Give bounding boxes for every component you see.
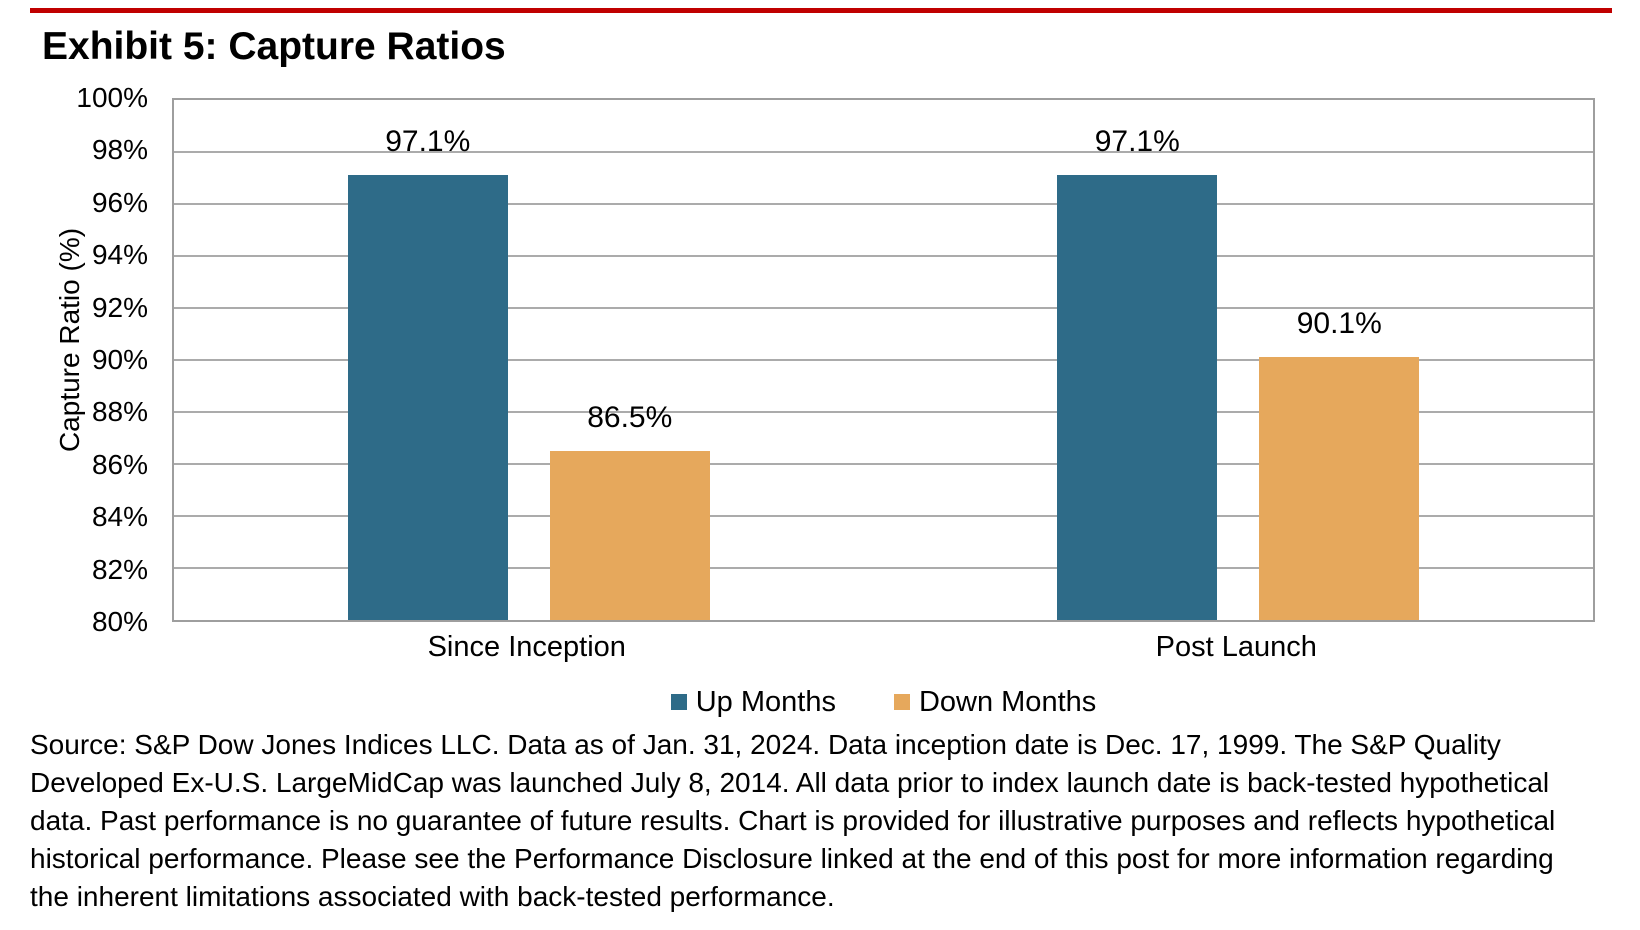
bar-value-label: 86.5% xyxy=(587,401,673,434)
y-tick-label: 82% xyxy=(91,553,148,585)
y-tick-label: 100% xyxy=(76,82,148,113)
gridline xyxy=(174,151,1593,153)
bar-up-months-post-launch xyxy=(1057,175,1218,620)
y-tick-label: 80% xyxy=(91,606,148,637)
chart-title: Exhibit 5: Capture Ratios xyxy=(42,25,506,68)
y-tick-label: 90% xyxy=(91,344,148,375)
x-category-label-post-launch: Post Launch xyxy=(1155,631,1317,663)
legend: Up Months Down Months xyxy=(172,686,1595,718)
y-tick-label: 88% xyxy=(91,396,148,428)
x-category-label-since-inception: Since Inception xyxy=(427,631,626,663)
plot-area: 97.1% 86.5% 97.1% 90.1% xyxy=(172,98,1595,622)
bar-value-label: 90.1% xyxy=(1296,307,1382,341)
gridline xyxy=(174,515,1593,517)
legend-item-down-months: Down Months xyxy=(893,686,1097,718)
gridline xyxy=(174,411,1593,413)
gridline xyxy=(174,463,1593,465)
gridline xyxy=(174,203,1593,205)
gridline xyxy=(174,359,1593,361)
source-note: Source: S&P Dow Jones Indices LLC. Data … xyxy=(30,729,1556,912)
accent-top-rule xyxy=(30,8,1612,13)
gridline xyxy=(174,567,1593,569)
y-axis-tick-labels: 100% 98% 96% 94% 92% 90% 88% 86% 84% 82% 80% xyxy=(0,82,148,637)
gridline xyxy=(174,307,1593,309)
y-tick-label: 98% xyxy=(91,134,148,166)
gridline xyxy=(174,255,1593,257)
x-axis-category-labels: Since Inception Post Launch xyxy=(172,630,1595,666)
bar-down-months-post-launch xyxy=(1259,357,1420,620)
legend-label: Up Months xyxy=(695,686,836,718)
bar-value-label: 97.1% xyxy=(1094,125,1180,159)
y-tick-label: 96% xyxy=(91,186,148,218)
legend-swatch-icon xyxy=(893,694,910,710)
legend-item-up-months: Up Months xyxy=(670,686,836,718)
legend-swatch-icon xyxy=(670,694,687,710)
y-tick-label: 94% xyxy=(91,239,148,271)
bar-up-months-since-inception xyxy=(347,175,508,620)
y-tick-label: 86% xyxy=(91,448,148,480)
y-tick-label: 84% xyxy=(91,501,148,533)
y-tick-label: 92% xyxy=(91,291,148,323)
legend-label: Down Months xyxy=(918,686,1097,718)
bar-value-label: 97.1% xyxy=(385,125,471,159)
bar-down-months-since-inception xyxy=(549,451,710,620)
